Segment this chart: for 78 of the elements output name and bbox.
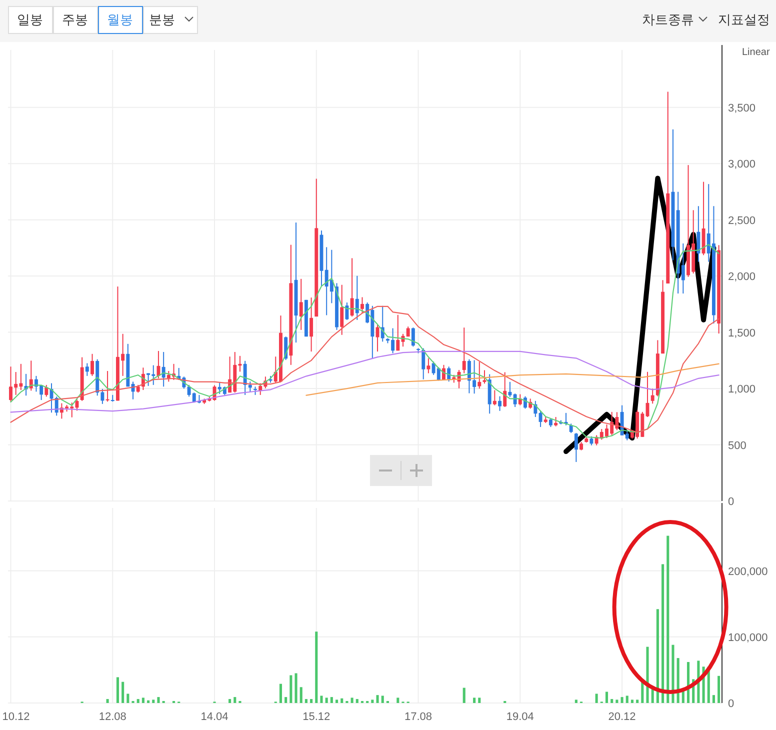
bar [310,699,313,703]
bar [320,696,323,703]
bar [595,694,598,703]
annotation: 주봉 [53,6,98,34]
annotation: 일봉 [8,6,53,34]
x-tick-label: 10.12 [2,711,30,723]
y-tick-label: 0 [728,698,734,710]
y-tick-label: 500 [728,440,746,452]
y-tick-label: 1,500 [728,327,756,340]
bar [712,695,715,703]
y-tick-label: 2,000 [728,271,756,284]
bar [228,699,232,703]
y-tick-label: 100,000 [728,632,768,644]
bar [610,699,614,703]
bar [147,700,150,703]
x-tick-label: 15.12 [302,711,330,723]
bar [294,673,298,703]
bar [290,675,292,703]
bar [651,689,654,703]
bar [142,698,144,703]
bar [605,692,608,703]
line-series [306,363,720,396]
x-tick-label: 17.08 [404,711,432,723]
bar [304,699,308,703]
bar [662,564,664,703]
bar [234,697,236,703]
y-tick-label: 0 [728,496,734,508]
annotation: 지표설정 [718,12,770,27]
bar [376,695,379,703]
bar [626,696,628,703]
y-tick-label: 2,500 [728,214,756,227]
x-tick-label: 20.12 [608,711,636,723]
bar [620,697,624,703]
bar [356,699,358,703]
y-tick-label: 3,500 [728,102,756,114]
bar [636,700,639,703]
annotation: 분봉 [143,6,198,34]
bar [122,682,124,703]
bar [381,696,384,703]
line-series [10,350,720,413]
annotation: Linear [742,47,770,58]
bar [574,700,578,703]
bar [646,646,649,703]
bar [350,698,354,703]
bar [672,644,674,703]
bar [136,699,140,703]
x-tick-label: 12.08 [98,711,126,723]
bar [284,697,288,703]
bar [666,536,670,703]
bar [396,698,400,703]
bar [126,694,130,703]
annotation: 월봉 [98,6,143,34]
bar [462,688,466,703]
bar [656,609,659,703]
bar [718,676,720,703]
bar [371,700,374,703]
bar [682,691,684,703]
bar [315,632,318,703]
bar [340,698,344,703]
y-tick-label: 3,000 [728,158,756,171]
bar [279,684,282,703]
bar [616,700,618,703]
x-tick-label: 19.04 [506,711,534,723]
y-tick-label: 1,000 [728,384,756,396]
bar [106,699,109,703]
bar [473,698,476,703]
bar [630,700,634,703]
bar [478,698,481,703]
bar [157,697,160,703]
bar [116,677,119,703]
bar [335,700,338,703]
bar [300,687,302,703]
bar [330,697,333,703]
bar [152,700,155,703]
bar [325,698,328,703]
y-tick-label: 200,000 [728,566,768,578]
x-tick-label: 14.04 [200,711,228,723]
annotation: 차트종류 [642,12,708,27]
